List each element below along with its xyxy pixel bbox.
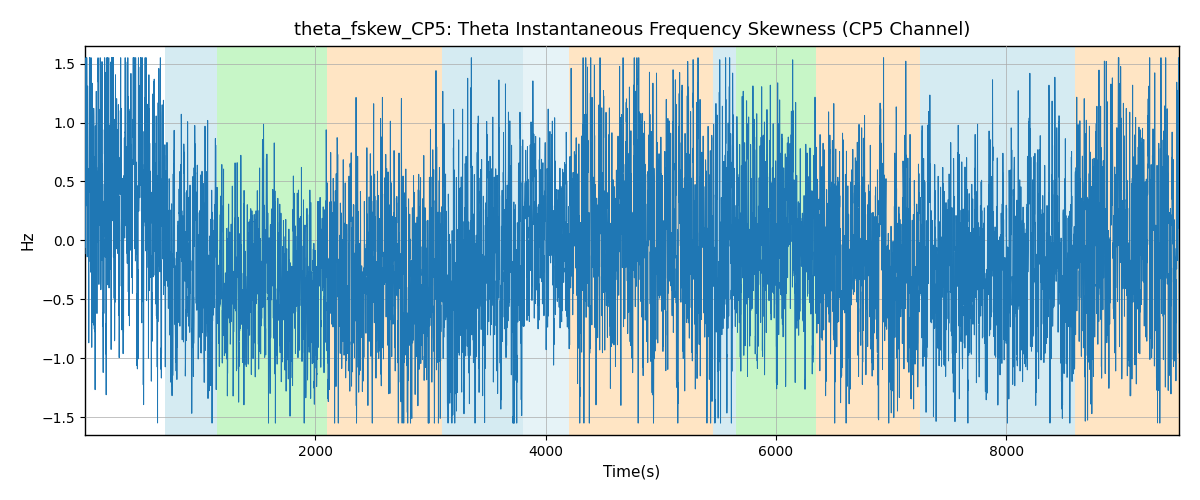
- Bar: [217, 46, 326, 435]
- X-axis label: Time(s): Time(s): [604, 464, 660, 479]
- Bar: [816, 46, 920, 435]
- Bar: [442, 46, 522, 435]
- Bar: [326, 46, 442, 435]
- Bar: [166, 46, 217, 435]
- Y-axis label: Hz: Hz: [20, 230, 36, 250]
- Bar: [1075, 46, 1180, 435]
- Title: theta_fskew_CP5: Theta Instantaneous Frequency Skewness (CP5 Channel): theta_fskew_CP5: Theta Instantaneous Fre…: [294, 21, 970, 39]
- Bar: [522, 46, 569, 435]
- Bar: [713, 46, 736, 435]
- Bar: [569, 46, 713, 435]
- Bar: [920, 46, 1075, 435]
- Bar: [736, 46, 816, 435]
